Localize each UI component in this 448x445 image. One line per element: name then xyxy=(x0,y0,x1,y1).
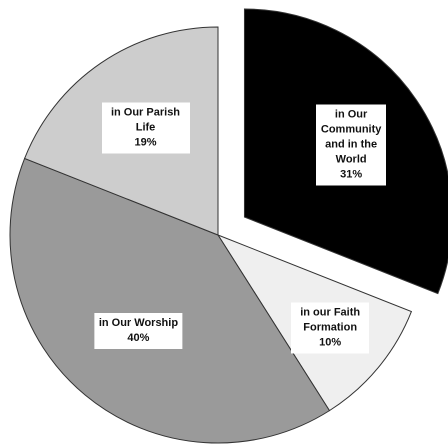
slice-value: 10% xyxy=(319,336,342,349)
slice-label: in Our Parish Life 19% xyxy=(101,102,190,154)
pie-slice xyxy=(9,157,331,444)
slice-name: in Our Worship xyxy=(98,317,179,330)
slice-label: in Our Community and in the World 31% xyxy=(316,104,387,186)
slice-value: 31% xyxy=(340,168,363,181)
slice-name: in Our Community and in the World xyxy=(320,108,382,166)
slice-name: in our Faith Formation xyxy=(300,306,361,334)
slice-label: in our Faith Formation 10% xyxy=(291,302,370,354)
slice-value: 40% xyxy=(127,332,150,345)
slice-name: in Our Parish Life xyxy=(110,106,181,134)
slice-label: in Our Worship 40% xyxy=(94,313,183,350)
slice-value: 19% xyxy=(134,136,157,149)
